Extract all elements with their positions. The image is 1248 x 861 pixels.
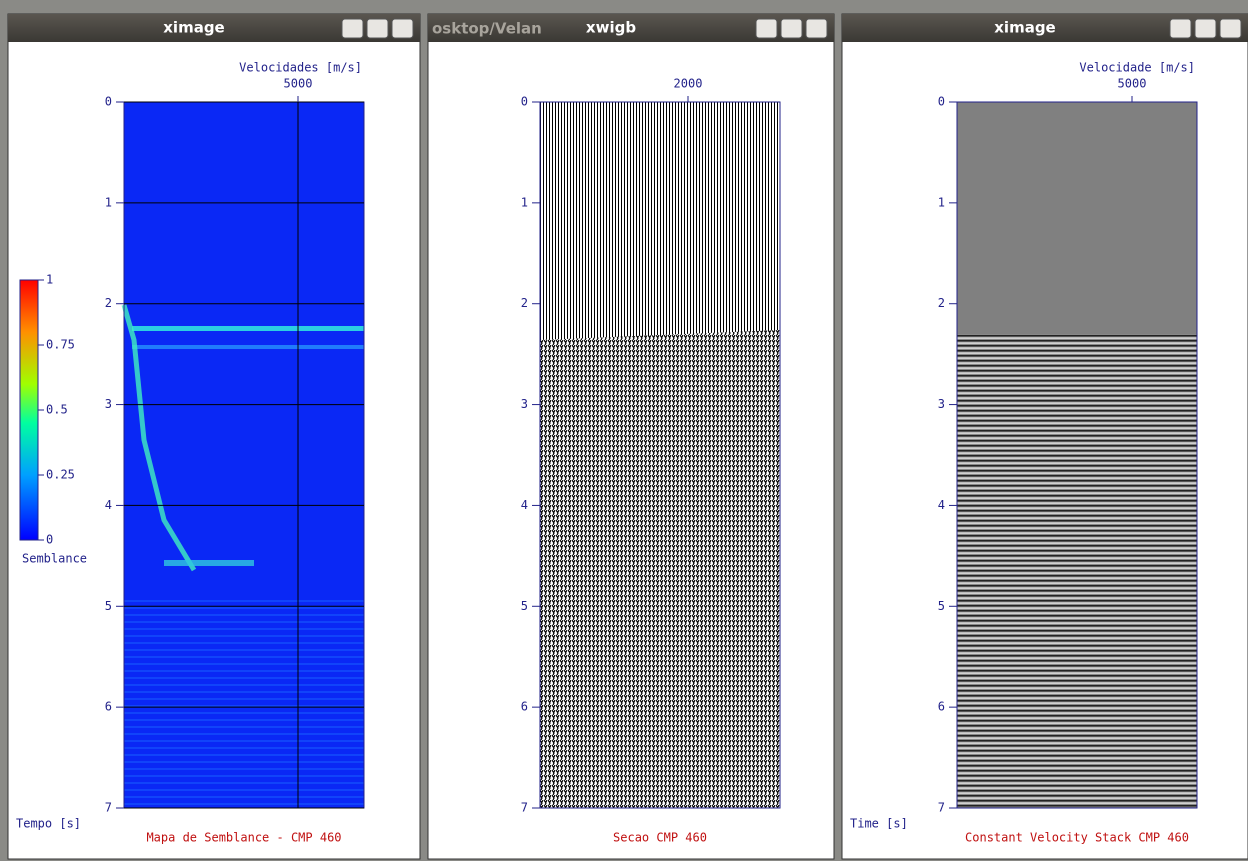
y-tick-label: 6 — [938, 700, 945, 714]
semblance-noise — [124, 719, 364, 721]
semblance-noise — [124, 796, 364, 798]
semblance-noise — [124, 747, 364, 749]
semblance-noise — [124, 621, 364, 623]
semblance-noise — [124, 663, 364, 665]
window-title: xwigb — [586, 19, 636, 37]
maximize-button[interactable] — [367, 19, 388, 38]
window-title: ximage — [163, 19, 224, 37]
window: ximage 0 1 2 3 4 5 6 7 5000 Velocidades [m/s] Tempo… — [8, 14, 420, 859]
y-tick-label: 4 — [105, 498, 112, 512]
semblance-noise — [124, 712, 364, 714]
y-tick-label: 4 — [938, 498, 945, 512]
screen: ximage012345675000Velocidades [m/s]Tempo… — [0, 0, 1248, 861]
colorbar-tick-label: 1 — [46, 273, 53, 287]
semblance-noise — [124, 768, 364, 770]
background-title: osktop/Velan — [432, 20, 542, 38]
semblance-noise — [124, 740, 364, 742]
semblance-noise — [124, 803, 364, 805]
x-tick-label: 2000 — [674, 77, 703, 91]
semblance-streak — [132, 345, 364, 349]
y-tick-label: 5 — [521, 599, 528, 613]
semblance-noise — [124, 656, 364, 658]
x-axis-label: Velocidade [m/s] — [1079, 61, 1195, 75]
y-tick-label: 7 — [938, 801, 945, 815]
y-tick-label: 6 — [521, 700, 528, 714]
y-tick-label: 2 — [938, 296, 945, 310]
y-tick-label: 0 — [105, 95, 112, 109]
semblance-noise — [124, 789, 364, 791]
y-tick-label: 3 — [105, 397, 112, 411]
colorbar-tick-label: 0.5 — [46, 403, 68, 417]
window: osktop/Velan xwigb 0 1 2 3 4 5 6 7 2000 Secao CMP 4… — [428, 14, 834, 859]
close-button[interactable] — [806, 19, 827, 38]
y-tick-label: 7 — [105, 801, 112, 815]
semblance-noise — [124, 761, 364, 763]
window-title: ximage — [994, 19, 1055, 37]
semblance-noise — [124, 635, 364, 637]
y-tick-label: 1 — [938, 195, 945, 209]
semblance-image — [124, 102, 364, 808]
semblance-noise — [124, 628, 364, 630]
semblance-streak — [164, 560, 254, 566]
semblance-streak — [132, 326, 364, 331]
semblance-noise — [124, 726, 364, 728]
close-button[interactable] — [392, 19, 413, 38]
y-tick-label: 0 — [938, 95, 945, 109]
plot-caption: Constant Velocity Stack CMP 460 — [965, 831, 1189, 845]
y-tick-label: 0 — [521, 95, 528, 109]
colorbar-tick-label: 0.75 — [46, 338, 75, 352]
minimize-button[interactable] — [342, 19, 363, 38]
semblance-noise — [124, 607, 364, 609]
y-tick-label: 3 — [938, 397, 945, 411]
y-tick-label: 2 — [521, 296, 528, 310]
x-axis-label: Velocidades [m/s] — [239, 61, 362, 75]
wiggle-events — [540, 330, 780, 808]
semblance-noise — [124, 691, 364, 693]
colorbar — [20, 280, 38, 540]
semblance-noise — [124, 754, 364, 756]
stack-top — [957, 102, 1197, 334]
semblance-noise — [124, 600, 364, 602]
stack-image — [957, 334, 1197, 808]
colorbar-tick-label: 0.25 — [46, 468, 75, 482]
close-button[interactable] — [1220, 19, 1241, 38]
y-axis-label: Tempo [s] — [16, 817, 81, 831]
semblance-noise — [124, 649, 364, 651]
y-tick-label: 2 — [105, 296, 112, 310]
minimize-button[interactable] — [756, 19, 777, 38]
plot-caption: Secao CMP 460 — [613, 831, 707, 845]
colorbar-tick-label: 0 — [46, 533, 53, 547]
y-tick-label: 5 — [105, 599, 112, 613]
semblance-noise — [124, 782, 364, 784]
maximize-button[interactable] — [1195, 19, 1216, 38]
semblance-noise — [124, 670, 364, 672]
semblance-noise — [124, 775, 364, 777]
y-tick-label: 7 — [521, 801, 528, 815]
window: ximage 0 1 2 3 4 5 6 7 5000 Velocidade [m/s] Time [… — [842, 14, 1248, 859]
y-tick-label: 1 — [105, 195, 112, 209]
semblance-noise — [124, 614, 364, 616]
maximize-button[interactable] — [781, 19, 802, 38]
y-tick-label: 1 — [521, 195, 528, 209]
semblance-noise — [124, 698, 364, 700]
y-axis-label: Time [s] — [850, 817, 908, 831]
colorbar-label: Semblance — [22, 552, 87, 566]
y-tick-label: 4 — [521, 498, 528, 512]
plot-caption: Mapa de Semblance - CMP 460 — [146, 831, 341, 845]
y-tick-label: 3 — [521, 397, 528, 411]
minimize-button[interactable] — [1170, 19, 1191, 38]
y-tick-label: 6 — [105, 700, 112, 714]
semblance-noise — [124, 677, 364, 679]
semblance-noise — [124, 733, 364, 735]
y-tick-label: 5 — [938, 599, 945, 613]
semblance-noise — [124, 684, 364, 686]
x-tick-label: 5000 — [284, 77, 313, 91]
x-tick-label: 5000 — [1118, 77, 1147, 91]
page: ximage012345675000Velocidades [m/s]Tempo… — [0, 0, 1248, 861]
semblance-noise — [124, 642, 364, 644]
